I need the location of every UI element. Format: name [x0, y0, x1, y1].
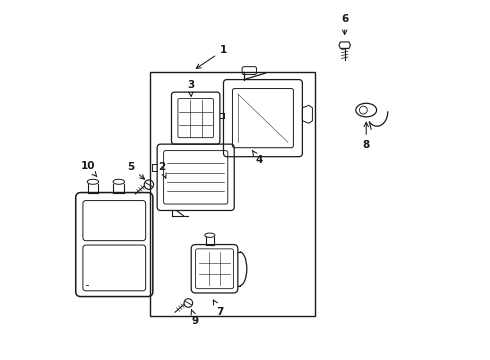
Text: 7: 7 — [213, 300, 223, 316]
Text: 4: 4 — [252, 150, 263, 165]
Text: 8: 8 — [363, 122, 370, 150]
Text: 3: 3 — [187, 80, 194, 96]
Text: 1: 1 — [196, 45, 227, 68]
Text: 6: 6 — [341, 14, 348, 35]
Bar — [150, 72, 315, 316]
Text: 9: 9 — [191, 310, 199, 325]
Text: 10: 10 — [81, 161, 97, 176]
Text: 2: 2 — [158, 162, 166, 178]
Text: 5: 5 — [127, 162, 145, 179]
